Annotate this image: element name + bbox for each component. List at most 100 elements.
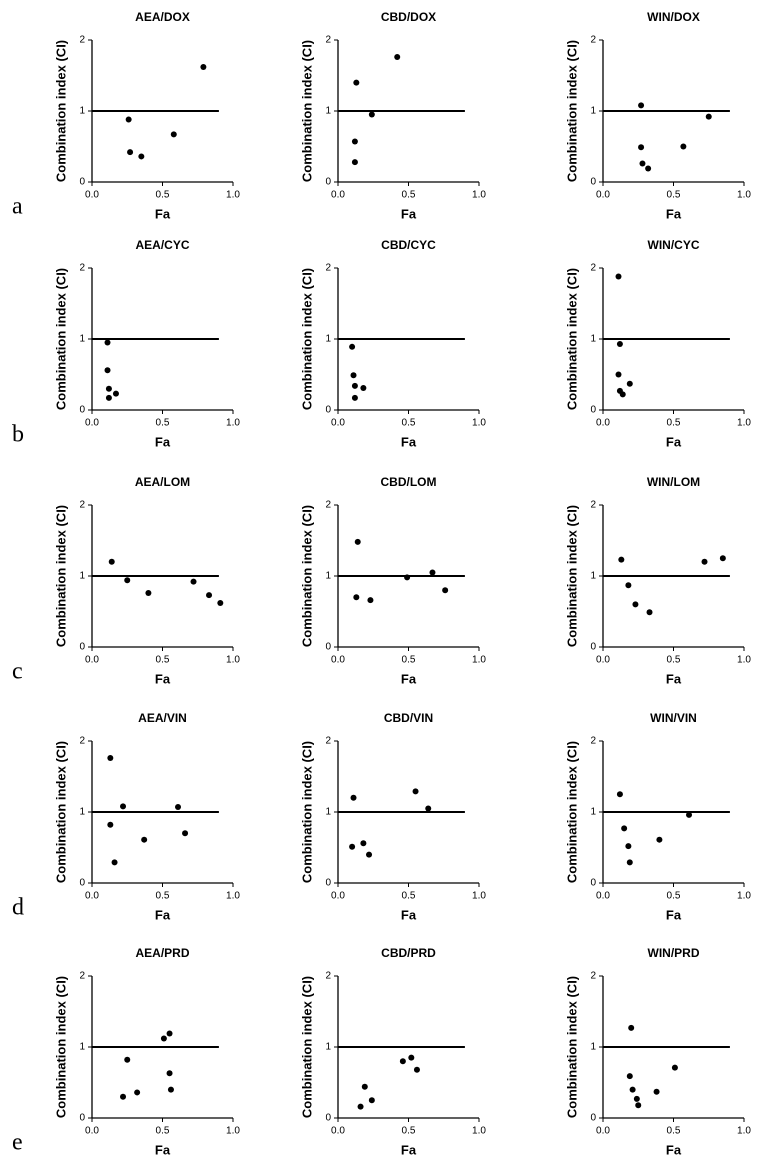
y-tick-label: 0 [325, 405, 331, 416]
y-tick-label: 2 [590, 736, 596, 747]
data-point [626, 380, 633, 387]
data-point [404, 574, 411, 581]
y-tick-label: 0 [325, 878, 331, 889]
x-tick-label: 0.0 [331, 655, 345, 666]
y-tick-label: 2 [79, 736, 85, 747]
data-point [190, 578, 197, 585]
data-point [645, 165, 652, 172]
y-tick-label: 2 [325, 35, 331, 46]
y-tick-label: 1 [79, 807, 85, 818]
data-point [399, 1058, 406, 1065]
y-tick-label: 0 [590, 177, 596, 188]
x-tick-label: 1.0 [226, 1126, 240, 1137]
x-axis-label: Fa [401, 907, 417, 922]
data-point [350, 372, 357, 379]
x-tick-label: 1.0 [226, 891, 240, 902]
data-point [170, 131, 177, 138]
y-tick-label: 0 [590, 642, 596, 653]
data-point [350, 794, 357, 801]
y-axis-label: Combination index (CI) [299, 268, 314, 410]
y-tick-label: 2 [325, 736, 331, 747]
x-tick-label: 1.0 [737, 190, 751, 201]
x-tick-label: 0.0 [85, 655, 99, 666]
data-point [166, 1070, 173, 1077]
x-tick-label: 0.0 [85, 891, 99, 902]
data-point [442, 587, 449, 594]
x-tick-label: 0.0 [331, 190, 345, 201]
x-tick-label: 0.0 [331, 1126, 345, 1137]
y-tick-label: 0 [79, 405, 85, 416]
y-tick-label: 1 [590, 571, 596, 582]
y-tick-label: 0 [590, 878, 596, 889]
data-point [656, 836, 663, 843]
y-tick-label: 2 [590, 263, 596, 274]
data-point [351, 159, 358, 166]
data-point [394, 54, 401, 61]
x-tick-label: 1.0 [472, 1126, 486, 1137]
y-tick-label: 0 [79, 1113, 85, 1124]
y-tick-label: 1 [590, 1042, 596, 1053]
data-point [705, 113, 712, 120]
y-tick-label: 1 [590, 334, 596, 345]
data-point [353, 79, 360, 86]
data-point [429, 569, 436, 576]
x-axis-label: Fa [666, 907, 682, 922]
data-point [701, 558, 708, 565]
y-axis-label: Combination index (CI) [53, 976, 68, 1118]
data-point [367, 597, 374, 604]
data-point [206, 592, 213, 599]
x-tick-label: 0.5 [402, 1126, 416, 1137]
y-axis-label: Combination index (CI) [299, 505, 314, 647]
y-axis-label: Combination index (CI) [564, 40, 579, 182]
data-point [628, 1024, 635, 1031]
data-point [217, 599, 224, 606]
data-point [353, 594, 360, 601]
chart-title: CBD/CYC [381, 238, 436, 252]
x-axis-label: Fa [155, 907, 171, 922]
y-axis-label: Combination index (CI) [564, 976, 579, 1118]
y-tick-label: 1 [79, 1042, 85, 1053]
data-point [105, 394, 112, 401]
data-point [616, 791, 623, 798]
x-axis-label: Fa [666, 671, 682, 686]
panel-label: d [12, 895, 24, 921]
x-tick-label: 1.0 [472, 891, 486, 902]
y-tick-label: 2 [79, 971, 85, 982]
x-tick-label: 1.0 [737, 1126, 751, 1137]
x-tick-label: 1.0 [226, 655, 240, 666]
x-tick-label: 0.0 [596, 1126, 610, 1137]
data-point [413, 1066, 420, 1073]
chart-title: WIN/VIN [650, 711, 697, 725]
data-point [349, 343, 356, 350]
data-point [145, 590, 152, 597]
panel-label: e [12, 1130, 23, 1156]
data-point [361, 1083, 368, 1090]
data-point [368, 111, 375, 118]
y-axis-label: Combination index (CI) [299, 40, 314, 182]
y-axis-label: Combination index (CI) [299, 976, 314, 1118]
data-point [104, 339, 111, 346]
y-tick-label: 0 [79, 642, 85, 653]
x-tick-label: 0.0 [596, 891, 610, 902]
x-tick-label: 0.5 [667, 1126, 681, 1137]
y-tick-label: 0 [79, 177, 85, 188]
x-tick-label: 0.0 [596, 418, 610, 429]
chart-title: CBD/PRD [381, 946, 436, 960]
data-point [111, 859, 118, 866]
data-point [653, 1088, 660, 1095]
y-tick-label: 2 [325, 971, 331, 982]
chart-title: WIN/PRD [648, 946, 700, 960]
data-point [124, 577, 131, 584]
y-tick-label: 0 [590, 405, 596, 416]
y-tick-label: 2 [79, 35, 85, 46]
data-point [632, 601, 639, 608]
panel-label: c [12, 659, 23, 685]
chart-title: WIN/DOX [647, 10, 700, 24]
x-tick-label: 0.0 [85, 190, 99, 201]
data-point [354, 538, 361, 545]
data-point [625, 582, 632, 589]
data-point [638, 102, 645, 109]
data-point [680, 143, 687, 150]
data-point [112, 390, 119, 397]
